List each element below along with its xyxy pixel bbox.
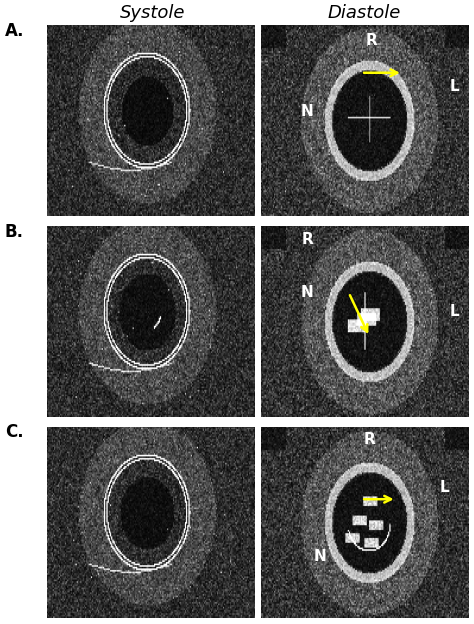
Text: N: N — [301, 104, 313, 119]
Text: N: N — [301, 285, 313, 300]
Text: A.: A. — [5, 22, 24, 40]
Text: L: L — [450, 305, 459, 319]
Text: R: R — [364, 432, 375, 447]
Text: R: R — [366, 32, 377, 48]
Text: L: L — [439, 480, 449, 495]
Text: R: R — [301, 232, 313, 246]
Text: Diastole: Diastole — [327, 4, 401, 22]
Text: Systole: Systole — [120, 4, 186, 22]
Text: N: N — [313, 549, 326, 564]
Text: B.: B. — [5, 223, 24, 241]
Text: C.: C. — [5, 424, 23, 441]
Text: L: L — [450, 79, 459, 94]
